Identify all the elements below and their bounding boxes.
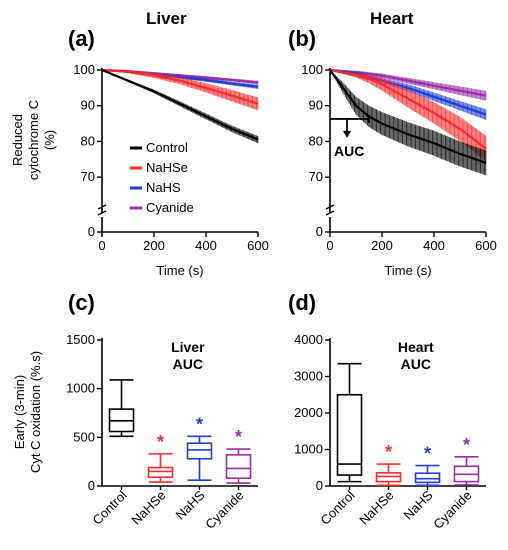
- x-tick-label: 600: [247, 238, 269, 253]
- box-cyanide: *: [453, 435, 480, 486]
- panel-label-b: (b): [288, 26, 316, 51]
- axis-break-mark: [325, 204, 335, 210]
- panel-b-title: Heart: [370, 9, 414, 28]
- y-tick-label: 1500: [66, 332, 95, 347]
- y-tick-label: 4000: [294, 332, 323, 347]
- x-category-label: Cyanide: [202, 488, 246, 532]
- significance-star: *: [424, 444, 431, 464]
- y-axis-title-c-line2: Cyt C oxidation (%.s): [28, 351, 43, 473]
- chart-title-line2: AUC: [173, 356, 203, 372]
- panel-label-c: (c): [68, 290, 95, 315]
- x-tick-label: 200: [371, 238, 393, 253]
- panel-label-d: (d): [288, 290, 316, 315]
- panel-label-a: (a): [68, 26, 95, 51]
- series-nahse: [101, 68, 259, 111]
- y-tick-label: 70: [81, 169, 95, 184]
- chart-title-line1: Liver: [171, 339, 205, 355]
- box-iqr: [225, 454, 252, 480]
- panel-a-title: Liver: [146, 9, 187, 28]
- significance-star: *: [235, 427, 242, 447]
- x-category-label: Cyanide: [430, 488, 474, 532]
- legend-label-nahse: NaHSe: [146, 160, 188, 175]
- x-axis-title-a: Time (s): [156, 263, 203, 278]
- box-nahse: *: [375, 442, 402, 487]
- axis-break-mark: [97, 210, 107, 216]
- x-tick-label: 0: [98, 238, 105, 253]
- line-chart-liver: 100 90 80 70 00 200 400 600 Control NaHSe NaHS Cyan…: [73, 62, 269, 253]
- x-category-label: NaHS: [400, 487, 435, 522]
- y-axis-title-a-line1: Reduced: [10, 114, 25, 166]
- box-chart-liver-auc: 0 500 1000 1500 Control * NaHSe * NaHS * Cyanide Li…: [66, 332, 258, 532]
- x-category-label: NaHS: [172, 487, 207, 522]
- y-tick-label: 2000: [294, 405, 323, 420]
- y-axis-title-a-line3: (%): [42, 130, 57, 150]
- x-category-label: NaHSe: [128, 488, 168, 528]
- legend-label-control: Control: [146, 140, 188, 155]
- auc-arrowhead: [343, 130, 351, 138]
- box-iqr: [414, 472, 441, 484]
- y-tick-label: 0: [88, 478, 95, 493]
- y-tick-label: 80: [81, 133, 95, 148]
- series-line-control: [101, 68, 259, 141]
- x-axis-title-b: Time (s): [384, 263, 431, 278]
- legend-label-nahs: NaHS: [146, 180, 181, 195]
- chart-title-line1: Heart: [398, 339, 434, 355]
- line-chart-heart: 100 90 80 70 00 200 400 600 AUC: [301, 62, 497, 253]
- y-tick-label: 80: [309, 133, 323, 148]
- y-tick-label: 90: [309, 98, 323, 113]
- significance-star: *: [463, 435, 470, 455]
- x-category-label: Control: [317, 487, 357, 527]
- box-iqr: [186, 442, 213, 460]
- box-nahs: *: [414, 444, 441, 487]
- significance-star: *: [196, 414, 203, 434]
- x-tick-label: 200: [143, 238, 165, 253]
- x-tick-label: 400: [423, 238, 445, 253]
- y-tick-label: 1000: [294, 442, 323, 457]
- x-category-label: Control: [89, 487, 129, 527]
- x-tick-label: 600: [475, 238, 497, 253]
- x-tick-label: 0: [326, 238, 333, 253]
- y-tick-label: 90: [81, 98, 95, 113]
- auc-annotation: AUC: [334, 143, 364, 159]
- significance-star: *: [385, 442, 392, 462]
- series-control: [329, 69, 487, 176]
- axis-break-mark: [325, 210, 335, 216]
- y-tick-label: 1000: [66, 381, 95, 396]
- y-axis-title-a-line2: cytochrome C: [26, 100, 41, 180]
- box-iqr: [336, 393, 363, 476]
- box-iqr: [147, 466, 174, 479]
- legend-label-cyanide: Cyanide: [146, 200, 194, 215]
- significance-star: *: [157, 432, 164, 452]
- y-axis-title-c-line1: Early (3-min): [12, 375, 27, 449]
- box-nahs: *: [186, 414, 213, 481]
- series-line-nahse: [329, 68, 487, 150]
- y-tick-label: 0: [88, 224, 95, 239]
- y-tick-label: 100: [73, 62, 95, 77]
- y-tick-label: 3000: [294, 369, 323, 384]
- x-tick-label: 400: [195, 238, 217, 253]
- box-control: [108, 379, 135, 438]
- chart-title-line2: AUC: [401, 356, 431, 372]
- y-tick-label: 0: [316, 224, 323, 239]
- axis-break-mark: [97, 204, 107, 210]
- series-line-control: [329, 69, 487, 164]
- series-control: [101, 68, 259, 144]
- y-tick-label: 70: [309, 169, 323, 184]
- y-tick-label: 100: [301, 62, 323, 77]
- box-cyanide: *: [225, 427, 252, 484]
- y-tick-label: 500: [73, 429, 95, 444]
- x-category-label: NaHSe: [356, 488, 396, 528]
- box-nahse: *: [147, 432, 174, 483]
- y-tick-label: 0: [316, 478, 323, 493]
- series-line-nahse: [101, 68, 259, 105]
- box-control: [336, 362, 363, 483]
- box-chart-heart-auc: 0 1000 2000 3000 4000 Control * NaHSe * NaHS * Cyan…: [294, 332, 486, 532]
